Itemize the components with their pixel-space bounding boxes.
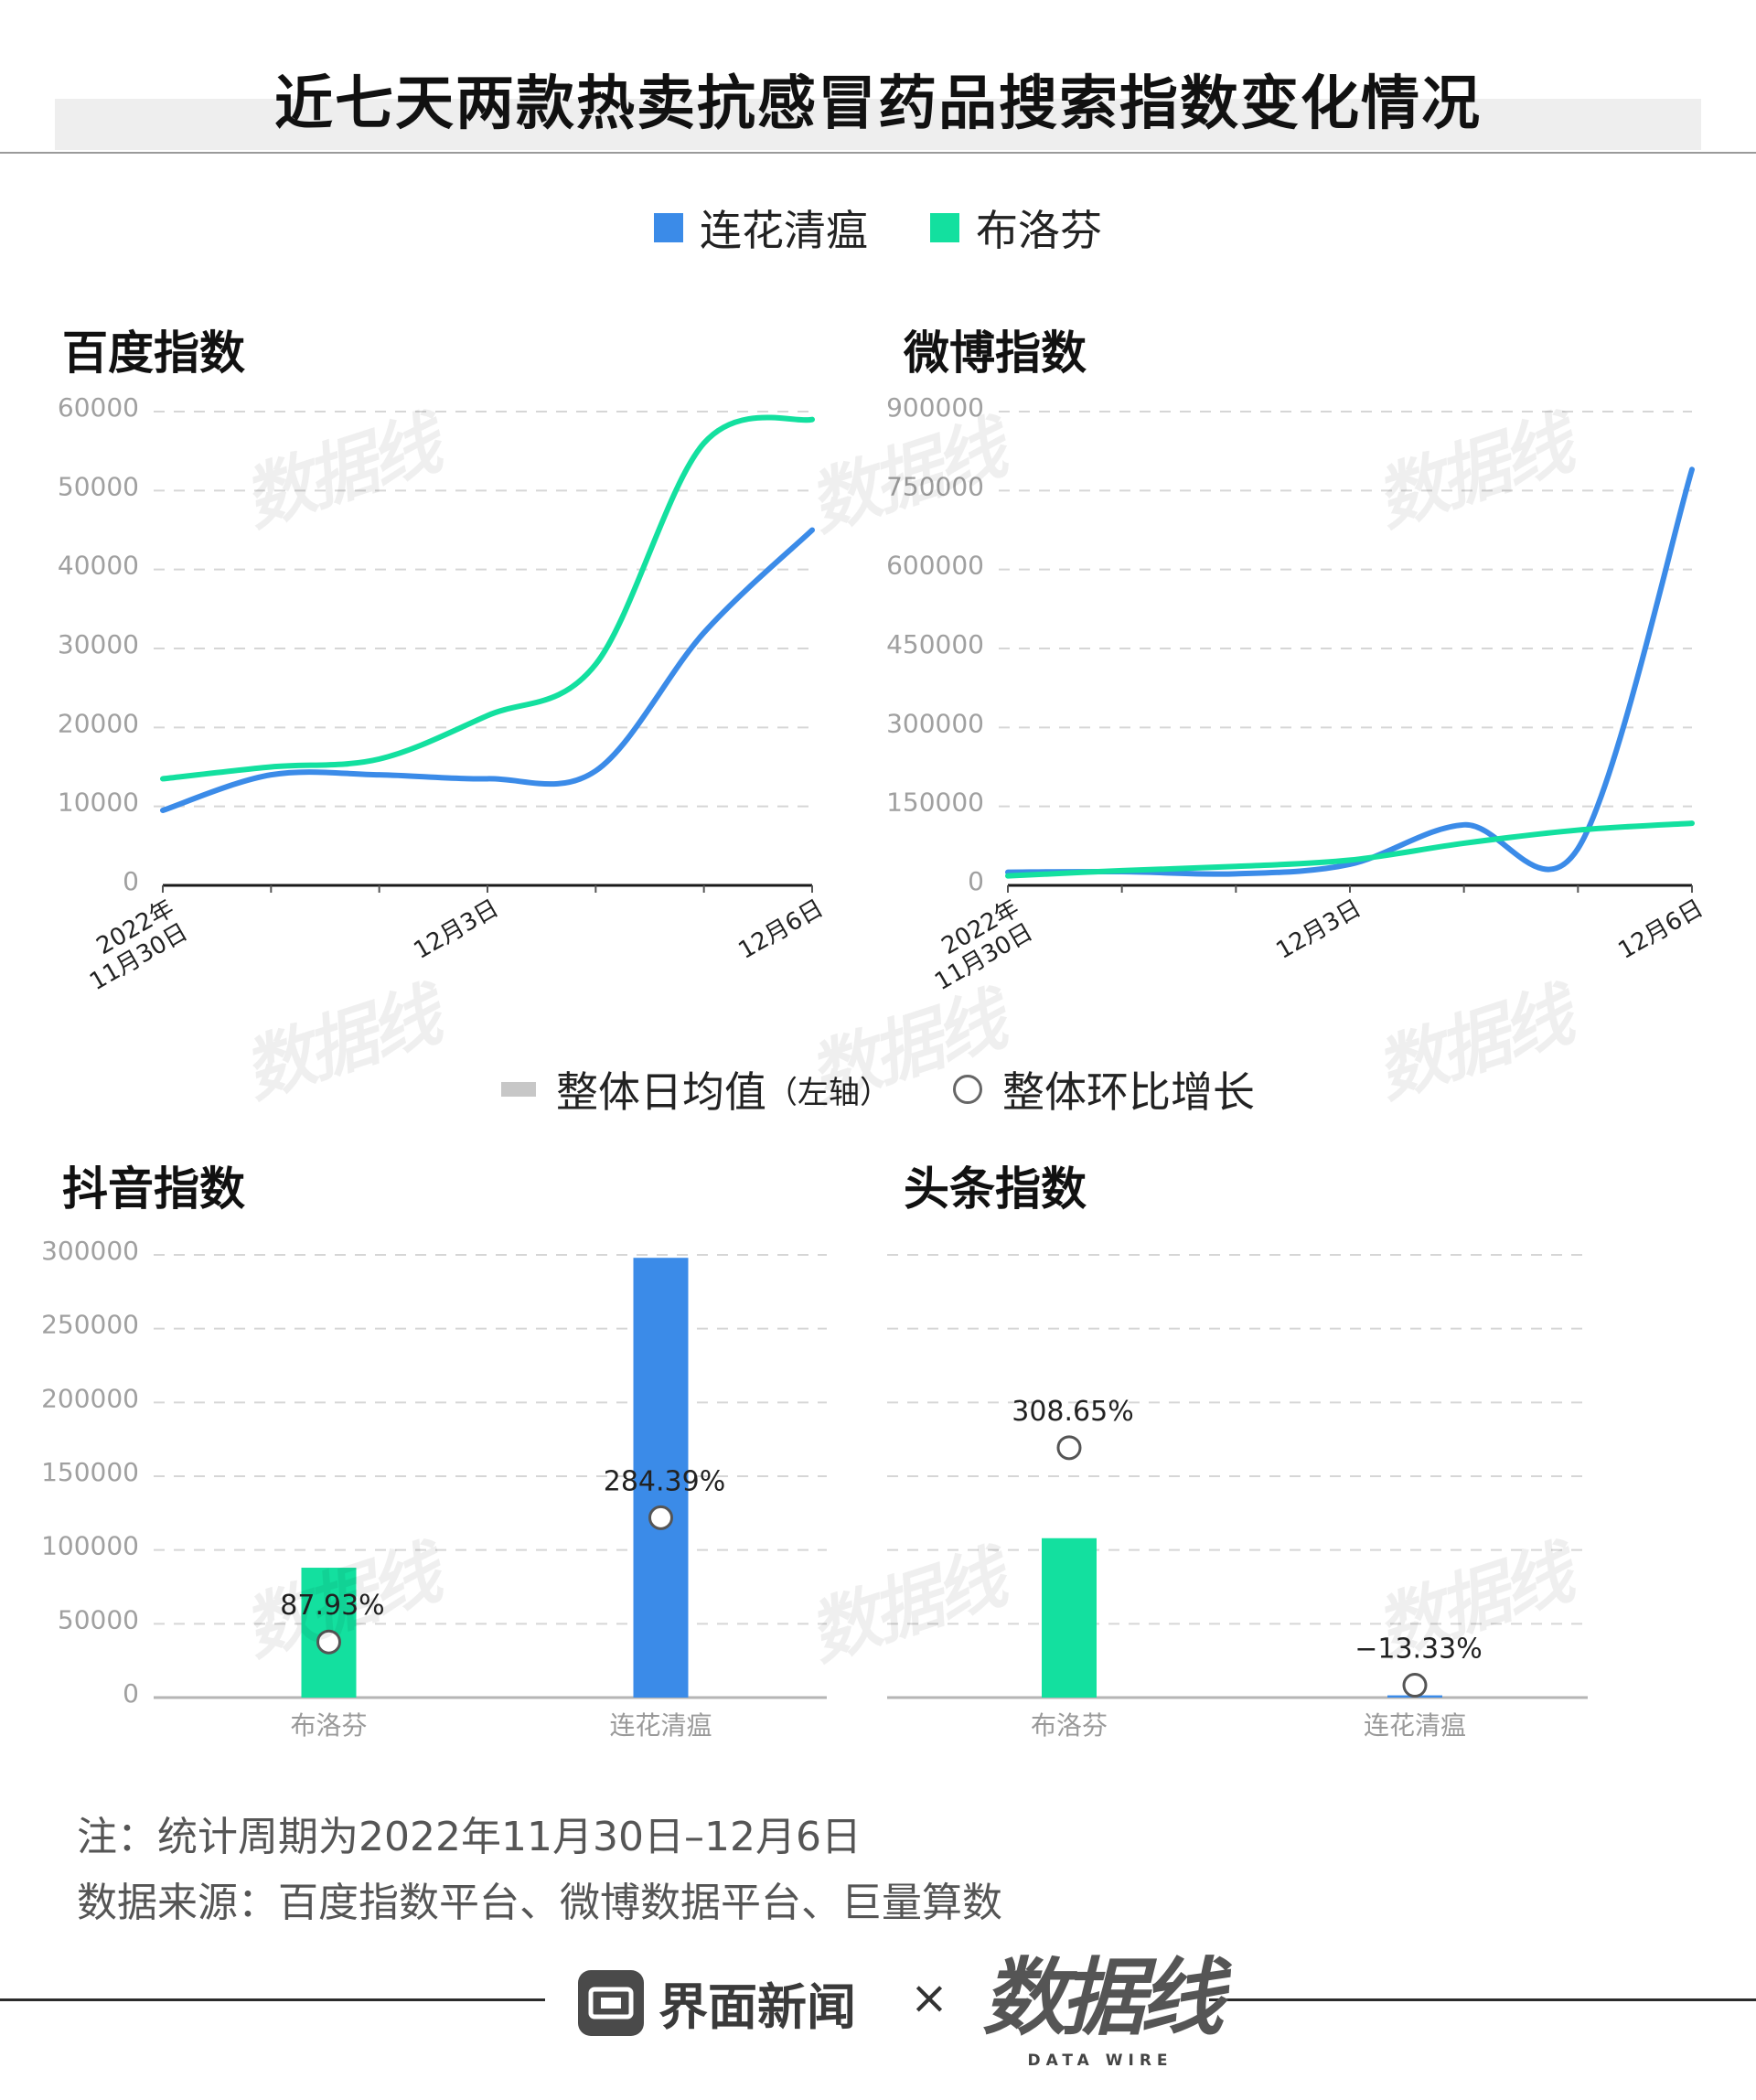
y-tick-label: 30000 xyxy=(58,629,139,659)
y-tick-label: 10000 xyxy=(58,788,139,818)
bar-legend: 整体日均值 （左轴） 整体环比增长 xyxy=(0,1059,1756,1120)
jiemian-logo: 界面新闻 xyxy=(578,1966,856,2039)
x-tick-label: 12月6日 xyxy=(733,895,828,965)
legend-label-ibuprofen: 布洛芬 xyxy=(976,206,1102,255)
y-tick-label: 750000 xyxy=(886,471,984,501)
y-tick-label: 250000 xyxy=(41,1310,139,1340)
note-period: 注：统计周期为2022年11月30日–12月6日 xyxy=(77,1814,862,1860)
y-tick-label: 60000 xyxy=(58,392,139,423)
datawire-logo: 数据线 DATA WIRE xyxy=(982,1930,1224,2070)
x-tick-label-line: 12月6日 xyxy=(733,895,828,965)
footer-rule-left xyxy=(0,1998,545,2001)
legend-swatch-lianhua xyxy=(654,213,683,242)
panel-title-toutiao: 头条指数 xyxy=(904,1162,1087,1216)
weibo-line-chart: 0 150000 300000 450000 600000 750000 900000 202… xyxy=(886,392,1708,996)
page-title: 近七天两款热卖抗感冒药品搜索指数变化情况 xyxy=(274,70,1482,138)
y-tick-label: 150000 xyxy=(41,1457,139,1487)
growth-point xyxy=(1402,1673,1428,1698)
toutiao-bar-chart: 布洛芬 308.65% 连花清瘟 −13.33% xyxy=(887,1254,1588,1741)
bar xyxy=(633,1258,689,1698)
x-category-label: 布洛芬 xyxy=(290,1710,367,1741)
x-tick-label-line: 12月6日 xyxy=(1613,895,1708,965)
x-tick-label-line: 12月3日 xyxy=(1271,895,1365,965)
growth-label: −13.33% xyxy=(1354,1634,1483,1666)
y-tick-label: 300000 xyxy=(41,1236,139,1266)
note-source: 数据来源：百度指数平台、微博数据平台、巨量算数 xyxy=(77,1880,1002,1926)
y-tick-label: 0 xyxy=(123,866,139,896)
growth-point xyxy=(316,1629,341,1655)
jiemian-logo-text: 界面新闻 xyxy=(658,1978,856,2036)
x-category-label: 连花清瘟 xyxy=(609,1710,712,1741)
series-line xyxy=(1005,466,1695,877)
y-tick-label: 200000 xyxy=(41,1383,139,1413)
x-category-label: 连花清瘟 xyxy=(1364,1710,1466,1741)
footer-rule-right xyxy=(1209,1998,1756,2001)
legend-swatch-daily-avg xyxy=(501,1082,536,1097)
y-tick-label: 40000 xyxy=(58,551,139,581)
line-legend: 连花清瘟 布洛芬 xyxy=(0,198,1756,258)
legend-item-lianhua: 连花清瘟 xyxy=(654,198,868,258)
y-tick-label: 100000 xyxy=(41,1531,139,1561)
datawire-logo-sub: DATA WIRE xyxy=(1027,2052,1173,2070)
x-tick-label: 12月3日 xyxy=(409,895,503,965)
growth-label: 284.39% xyxy=(604,1465,725,1497)
title-rule xyxy=(0,152,1756,154)
y-tick-label: 50000 xyxy=(58,1604,139,1634)
legend-label-growth: 整体环比增长 xyxy=(1002,1067,1255,1117)
legend-label-left-axis: （左轴） xyxy=(766,1074,891,1111)
x-tick-label-line: 12月3日 xyxy=(409,895,503,965)
legend-marker-growth xyxy=(953,1075,982,1104)
baidu-line-chart: 0 10000 20000 30000 40000 50000 60000 2022年11月3… xyxy=(58,392,829,996)
legend-label-daily-avg: 整体日均值 xyxy=(556,1067,766,1117)
legend-label-lianhua: 连花清瘟 xyxy=(700,206,868,255)
x-tick-label: 12月6日 xyxy=(1613,895,1708,965)
y-tick-label: 900000 xyxy=(886,392,984,423)
y-tick-label: 600000 xyxy=(886,551,984,581)
y-tick-label: 150000 xyxy=(886,788,984,818)
y-tick-label: 450000 xyxy=(886,629,984,659)
datawire-logo-mark: 数据线 xyxy=(982,1949,1224,2047)
series-line xyxy=(160,414,815,782)
x-category-label: 布洛芬 xyxy=(1031,1710,1108,1741)
y-tick-label: 300000 xyxy=(886,708,984,738)
footer-times: × xyxy=(910,1971,948,2024)
panel-title-douyin: 抖音指数 xyxy=(62,1162,245,1216)
series-line xyxy=(1005,820,1695,879)
x-tick-label: 2022年11月30日 xyxy=(916,895,1037,996)
panel-title-weibo: 微博指数 xyxy=(904,327,1087,380)
legend-item-daily-avg: 整体日均值 （左轴） xyxy=(501,1059,891,1120)
x-tick-label: 12月3日 xyxy=(1271,895,1365,965)
bar xyxy=(1042,1538,1097,1698)
legend-item-ibuprofen: 布洛芬 xyxy=(930,198,1102,258)
y-tick-label: 20000 xyxy=(58,708,139,738)
panel-title-baidu: 百度指数 xyxy=(62,327,245,380)
y-tick-label: 50000 xyxy=(58,471,139,501)
douyin-bar-chart: 0 50000 100000 150000 200000 250000 300000 布洛芬 8… xyxy=(41,1236,827,1741)
growth-label: 308.65% xyxy=(1012,1396,1133,1428)
series-line xyxy=(160,527,815,813)
legend-item-growth: 整体环比增长 xyxy=(953,1059,1255,1120)
y-tick-label: 0 xyxy=(968,866,984,896)
growth-label: 87.93% xyxy=(280,1590,384,1622)
growth-point xyxy=(648,1505,673,1530)
growth-point xyxy=(1056,1435,1082,1461)
legend-swatch-ibuprofen xyxy=(930,213,959,242)
jiemian-logo-icon xyxy=(578,1969,644,2036)
title-band xyxy=(55,99,1701,150)
y-tick-label: 0 xyxy=(123,1678,139,1709)
x-tick-label: 2022年11月30日 xyxy=(71,895,192,996)
